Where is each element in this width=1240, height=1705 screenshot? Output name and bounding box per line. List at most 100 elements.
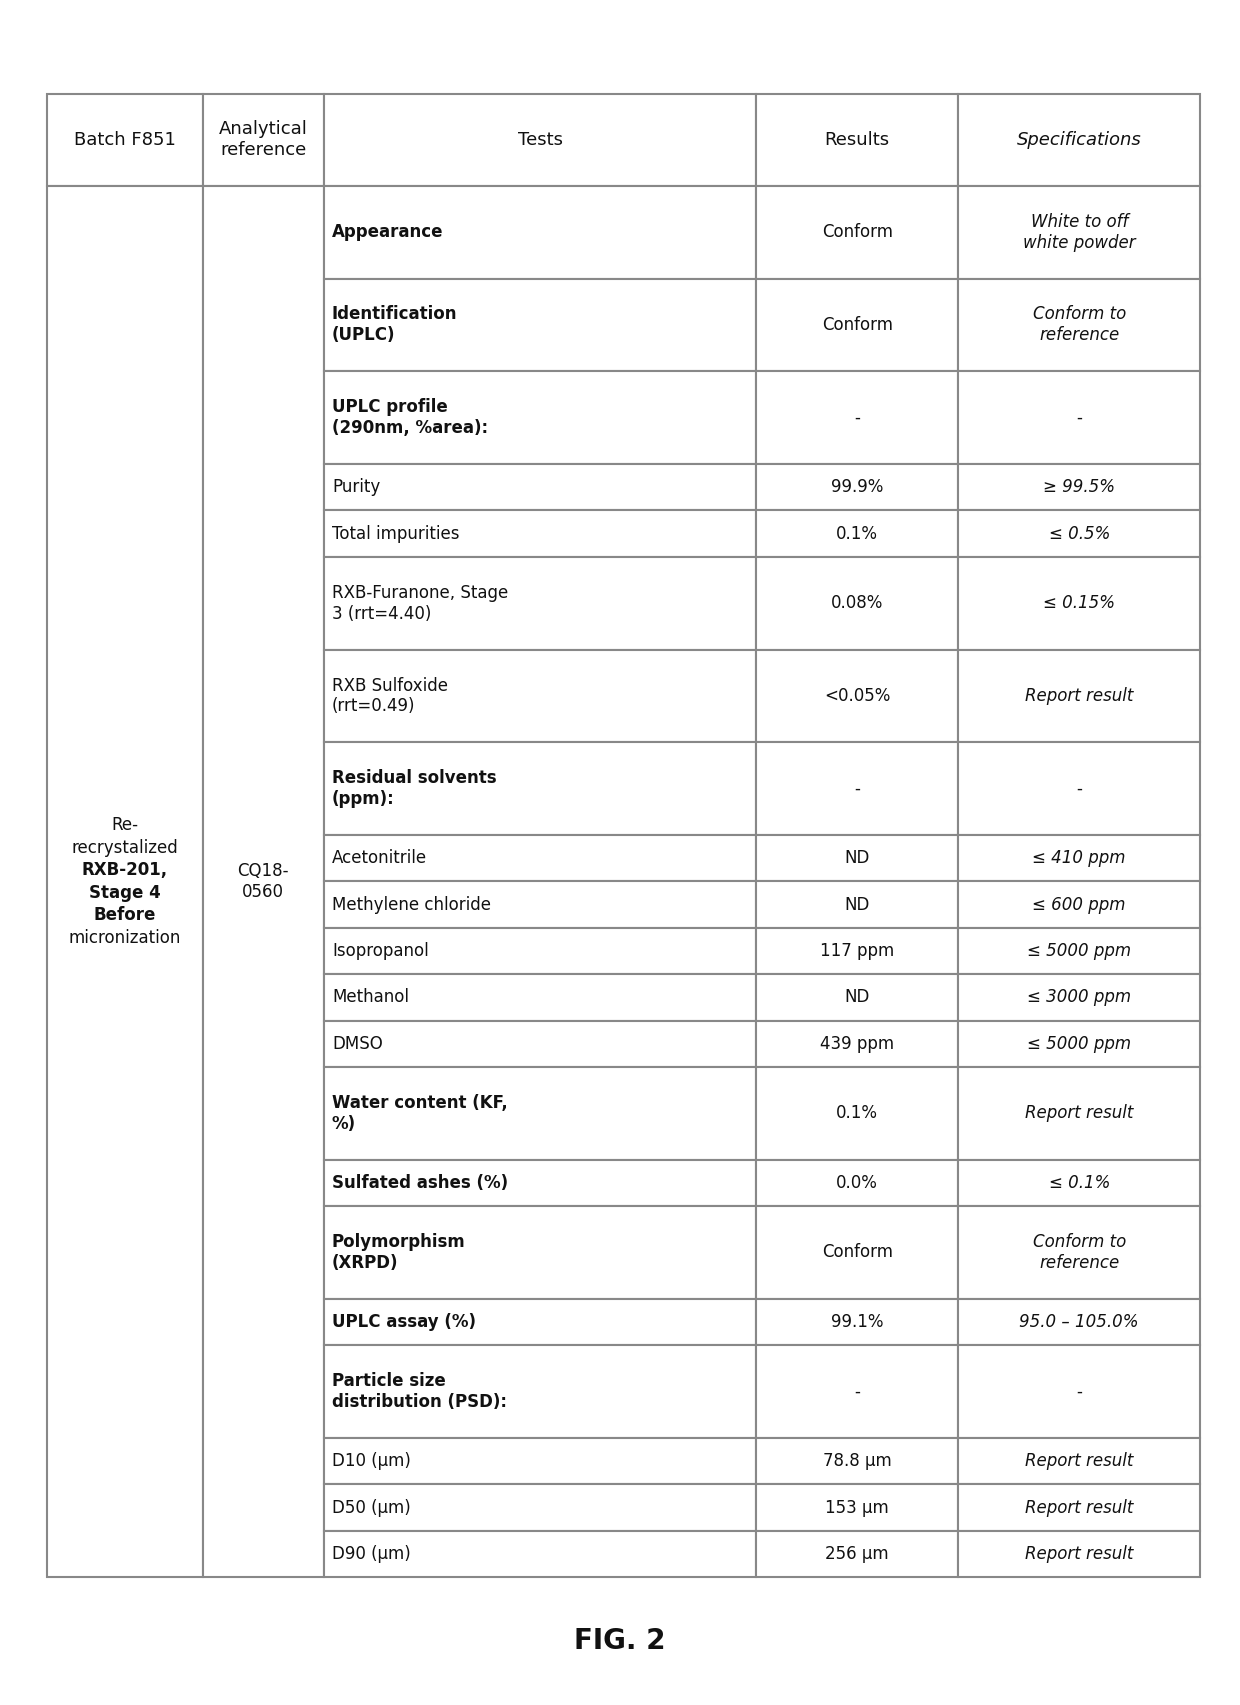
- Text: Purity: Purity: [332, 477, 381, 496]
- Text: ≤ 3000 ppm: ≤ 3000 ppm: [1027, 989, 1131, 1006]
- Text: DMSO: DMSO: [332, 1035, 383, 1052]
- Bar: [203, 186, 324, 1577]
- Text: 117 ppm: 117 ppm: [820, 941, 894, 960]
- Bar: [324, 1159, 756, 1205]
- Text: 99.9%: 99.9%: [831, 477, 883, 496]
- Text: ≤ 5000 ppm: ≤ 5000 ppm: [1027, 941, 1131, 960]
- Bar: [959, 835, 1200, 881]
- Bar: [324, 928, 756, 974]
- Bar: [959, 1345, 1200, 1437]
- Bar: [324, 1345, 756, 1437]
- Bar: [959, 278, 1200, 372]
- Bar: [959, 1021, 1200, 1067]
- Bar: [756, 881, 959, 928]
- Text: Report result: Report result: [1025, 1105, 1133, 1122]
- Bar: [959, 974, 1200, 1021]
- Text: Acetonitrile: Acetonitrile: [332, 849, 427, 868]
- Text: Conform to
reference: Conform to reference: [1033, 305, 1126, 344]
- Text: CQ18-
0560: CQ18- 0560: [238, 863, 289, 900]
- Text: -: -: [1076, 1383, 1083, 1400]
- Text: -: -: [1076, 409, 1083, 426]
- Bar: [959, 186, 1200, 278]
- Text: Report result: Report result: [1025, 1453, 1133, 1470]
- Text: 0.1%: 0.1%: [836, 525, 878, 542]
- Text: ND: ND: [844, 895, 870, 914]
- Bar: [756, 1437, 959, 1485]
- Text: Identification
(UPLC): Identification (UPLC): [332, 305, 458, 344]
- Bar: [756, 558, 959, 650]
- Text: Isopropanol: Isopropanol: [332, 941, 429, 960]
- Bar: [959, 881, 1200, 928]
- Text: Results: Results: [825, 131, 890, 148]
- Text: -: -: [854, 409, 861, 426]
- Text: ≤ 410 ppm: ≤ 410 ppm: [1033, 849, 1126, 868]
- Bar: [324, 1437, 756, 1485]
- Text: Analytical
reference: Analytical reference: [219, 121, 308, 159]
- Text: 95.0 – 105.0%: 95.0 – 105.0%: [1019, 1313, 1140, 1332]
- Text: D50 (μm): D50 (μm): [332, 1499, 410, 1516]
- Text: ND: ND: [844, 989, 870, 1006]
- Bar: [324, 278, 756, 372]
- Bar: [756, 186, 959, 278]
- Bar: [756, 1485, 959, 1531]
- Text: ≤ 5000 ppm: ≤ 5000 ppm: [1027, 1035, 1131, 1052]
- Text: Specifications: Specifications: [1017, 131, 1142, 148]
- Bar: [756, 928, 959, 974]
- Text: UPLC profile
(290nm, %area):: UPLC profile (290nm, %area):: [332, 399, 489, 436]
- Bar: [324, 1021, 756, 1067]
- Bar: [47, 94, 203, 186]
- Bar: [756, 94, 959, 186]
- Bar: [959, 558, 1200, 650]
- Text: Re-: Re-: [112, 817, 139, 834]
- Bar: [324, 372, 756, 464]
- Bar: [959, 1531, 1200, 1577]
- Bar: [756, 974, 959, 1021]
- Text: RXB Sulfoxide
(rrt=0.49): RXB Sulfoxide (rrt=0.49): [332, 677, 448, 716]
- Text: Conform: Conform: [822, 315, 893, 334]
- Text: Report result: Report result: [1025, 687, 1133, 704]
- Bar: [324, 510, 756, 558]
- Bar: [756, 835, 959, 881]
- Bar: [756, 1531, 959, 1577]
- Bar: [756, 1205, 959, 1299]
- Bar: [324, 650, 756, 742]
- Text: UPLC assay (%): UPLC assay (%): [332, 1313, 476, 1332]
- Text: D10 (μm): D10 (μm): [332, 1453, 410, 1470]
- Text: -: -: [854, 779, 861, 798]
- Bar: [756, 278, 959, 372]
- Text: Particle size
distribution (PSD):: Particle size distribution (PSD):: [332, 1373, 507, 1412]
- Bar: [47, 186, 203, 1577]
- Text: RXB-Furanone, Stage
3 (rrt=4.40): RXB-Furanone, Stage 3 (rrt=4.40): [332, 583, 508, 622]
- Text: Appearance: Appearance: [332, 223, 444, 240]
- Text: 99.1%: 99.1%: [831, 1313, 883, 1332]
- Text: RXB-201,: RXB-201,: [82, 861, 169, 880]
- Text: 0.0%: 0.0%: [836, 1175, 878, 1192]
- Text: Conform: Conform: [822, 223, 893, 240]
- Text: ≥ 99.5%: ≥ 99.5%: [1043, 477, 1115, 496]
- Text: 0.1%: 0.1%: [836, 1105, 878, 1122]
- Bar: [324, 1067, 756, 1159]
- Text: Methanol: Methanol: [332, 989, 409, 1006]
- Text: ≤ 0.1%: ≤ 0.1%: [1049, 1175, 1110, 1192]
- Bar: [959, 1067, 1200, 1159]
- Text: Polymorphism
(XRPD): Polymorphism (XRPD): [332, 1233, 466, 1272]
- Bar: [756, 1299, 959, 1345]
- Text: Methylene chloride: Methylene chloride: [332, 895, 491, 914]
- Bar: [324, 974, 756, 1021]
- Bar: [756, 510, 959, 558]
- Text: micronization: micronization: [68, 929, 181, 946]
- Text: 153 μm: 153 μm: [826, 1499, 889, 1516]
- Text: D90 (μm): D90 (μm): [332, 1545, 410, 1563]
- Text: Conform to
reference: Conform to reference: [1033, 1233, 1126, 1272]
- Text: 78.8 μm: 78.8 μm: [823, 1453, 892, 1470]
- Bar: [959, 510, 1200, 558]
- Text: Residual solvents
(ppm):: Residual solvents (ppm):: [332, 769, 496, 808]
- Text: 256 μm: 256 μm: [826, 1545, 889, 1563]
- Bar: [324, 1485, 756, 1531]
- Text: <0.05%: <0.05%: [825, 687, 890, 704]
- Text: recrystalized: recrystalized: [72, 839, 179, 856]
- Text: White to off
white powder: White to off white powder: [1023, 213, 1136, 252]
- Text: Batch F851: Batch F851: [74, 131, 176, 148]
- Bar: [756, 372, 959, 464]
- Text: Report result: Report result: [1025, 1499, 1133, 1516]
